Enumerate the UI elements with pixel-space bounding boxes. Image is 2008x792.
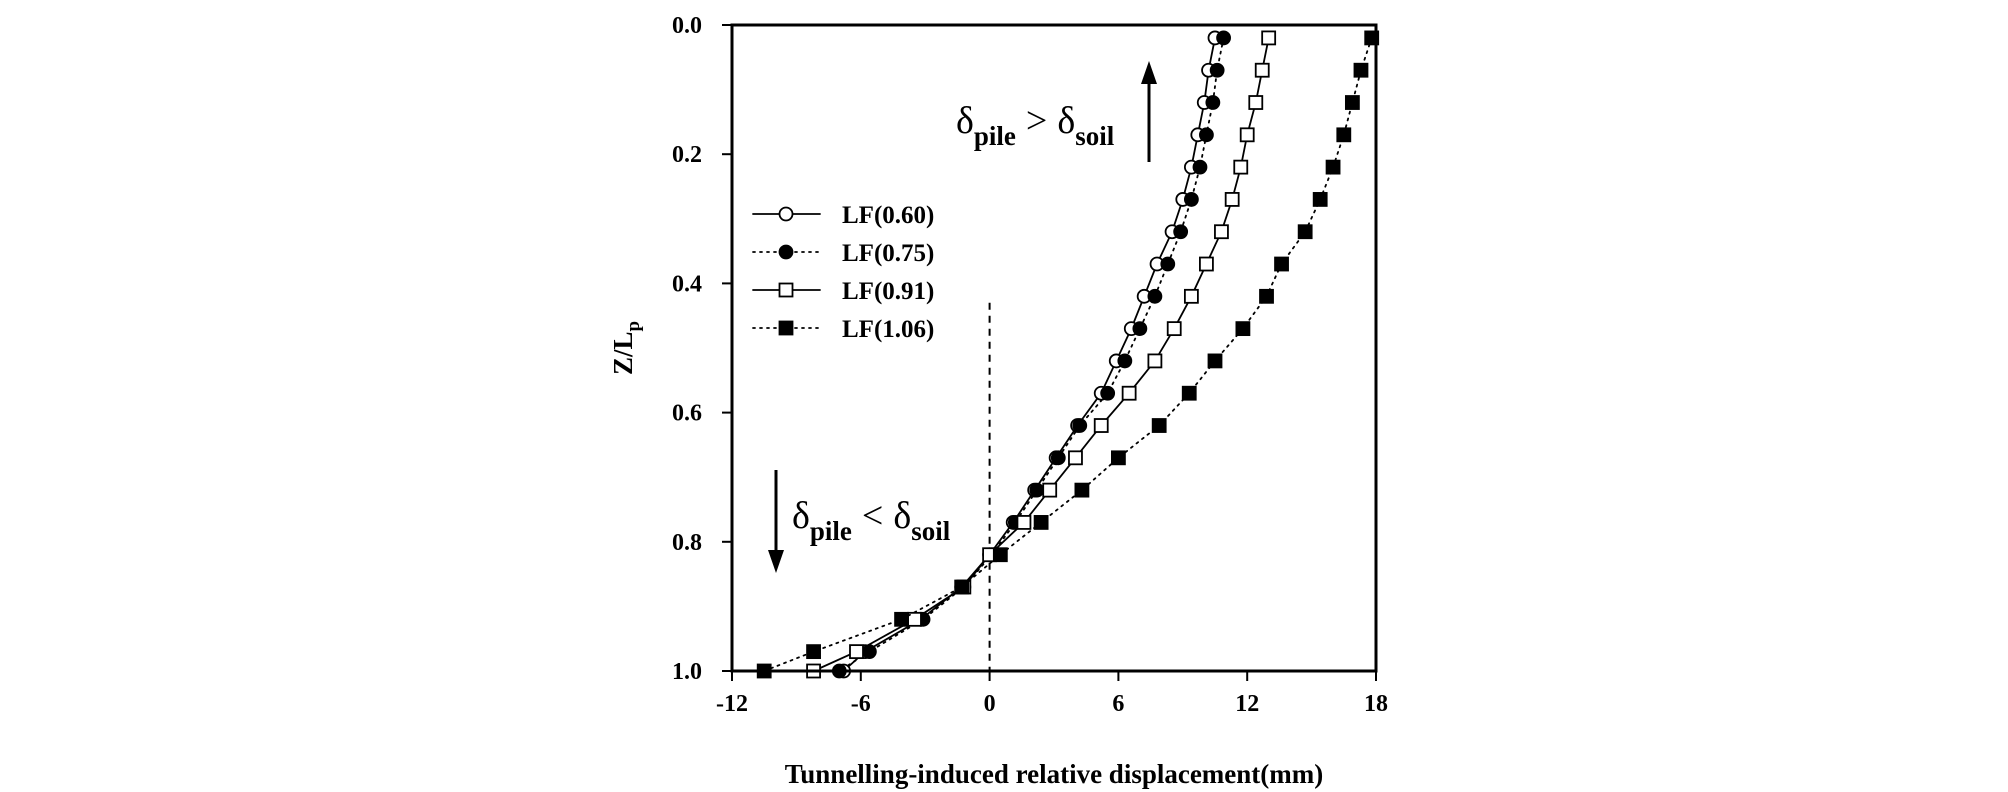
ticks-layer: -12 -6 0 6 12 18 0.0 0.2 0.4 0.6 0.8 1.0	[672, 13, 1388, 717]
data-point-LF(1.06)-4	[1325, 159, 1341, 175]
legend-item-LF(0.91): LF(0.91)	[752, 278, 934, 305]
data-point-LF(0.75)-13	[1050, 450, 1066, 466]
legend-item-LF(0.60): LF(0.60)	[752, 202, 934, 229]
legend-label: LF(0.91)	[842, 278, 934, 305]
y-tick-label: 0.2	[672, 142, 702, 168]
annotation-top-arrowhead	[1141, 61, 1157, 84]
data-point-LF(0.75)-5	[1183, 192, 1199, 207]
data-point-LF(0.91)-7	[1199, 256, 1214, 272]
data-point-LF(0.75)-4	[1192, 159, 1208, 175]
annotation-bottom: δpile < δsoil	[768, 470, 951, 573]
data-point-LF(0.75)-1	[1209, 62, 1225, 78]
data-point-LF(0.91)-9	[1166, 321, 1182, 337]
data-point-LF(1.06)-14	[1074, 482, 1090, 498]
data-point-LF(1.06)-19	[806, 644, 821, 660]
data-point-LF(0.91)-6	[1214, 224, 1229, 240]
data-point-LF(0.91)-0	[1261, 30, 1277, 46]
legend-label: LF(0.75)	[842, 240, 934, 267]
data-point-LF(0.75)-11	[1100, 385, 1116, 401]
data-point-LF(0.75)-8	[1147, 288, 1163, 304]
data-point-LF(1.06)-13	[1111, 450, 1126, 466]
legend-item-LF(1.06): LF(1.06)	[752, 316, 934, 343]
y-tick-label: 0.4	[672, 271, 702, 297]
data-point-LF(0.75)-9	[1132, 321, 1148, 337]
data-point-LF(1.06)-10	[1207, 353, 1223, 369]
legend-item-LF(0.75): LF(0.75)	[752, 240, 934, 267]
data-point-LF(0.91)-2	[1248, 95, 1264, 110]
data-point-LF(0.75)-2	[1205, 95, 1221, 110]
y-tick-label: 0.0	[672, 13, 702, 39]
data-point-LF(0.75)-0	[1216, 30, 1231, 46]
data-point-LF(0.91)-8	[1183, 288, 1199, 304]
data-point-LF(1.06)-3	[1336, 127, 1352, 143]
data-point-LF(1.06)-9	[1235, 321, 1251, 337]
data-point-LF(0.91)-5	[1224, 192, 1240, 207]
legend-label: LF(0.60)	[842, 202, 934, 229]
data-point-LF(0.91)-3	[1239, 127, 1255, 143]
data-point-LF(0.75)-6	[1173, 224, 1189, 240]
data-point-LF(0.75)-10	[1117, 353, 1133, 369]
data-point-LF(1.06)-8	[1259, 288, 1274, 304]
series-LF(1.06)	[756, 30, 1380, 679]
y-axis-title: Z/Lp	[608, 321, 644, 375]
data-point-LF(1.06)-11	[1181, 385, 1197, 401]
data-point-LF(1.06)-12	[1151, 418, 1167, 433]
data-point-LF(0.91)-12	[1093, 418, 1109, 433]
y-axis-title-main: Z/L	[608, 332, 638, 376]
data-point-LF(0.91)-13	[1068, 450, 1083, 466]
legend-marker	[778, 282, 794, 298]
data-point-LF(0.75)-7	[1160, 256, 1176, 272]
annotation-bottom-arrowhead	[768, 550, 784, 573]
data-point-LF(1.06)-7	[1274, 256, 1289, 272]
data-point-LF(1.06)-18	[894, 611, 909, 627]
data-point-LF(0.75)-3	[1199, 127, 1214, 143]
data-point-LF(1.06)-1	[1353, 62, 1369, 78]
data-point-LF(0.91)-10	[1147, 353, 1163, 369]
data-point-LF(1.06)-16	[992, 547, 1008, 563]
data-point-LF(1.06)-17	[954, 579, 970, 595]
legend-marker	[778, 320, 794, 336]
series-LF(0.91)	[806, 30, 1277, 679]
x-tick-label: 0	[984, 691, 996, 717]
annotation-top-text: δpile > δsoil	[956, 100, 1115, 151]
legend: LF(0.60) LF(0.75) LF(0.91) LF(1.06)	[752, 202, 934, 343]
legend-marker	[778, 244, 794, 260]
x-tick-label: -6	[851, 691, 871, 717]
data-point-LF(0.91)-14	[1042, 482, 1058, 498]
data-point-LF(0.91)-4	[1233, 159, 1249, 175]
annotation-top: δpile > δsoil	[956, 61, 1157, 162]
data-point-LF(0.91)-15	[1016, 515, 1032, 530]
x-tick-label: -12	[716, 691, 748, 717]
annotation-bottom-text: δpile < δsoil	[792, 495, 951, 546]
legend-marker	[778, 206, 794, 222]
y-tick-label: 0.6	[672, 401, 702, 427]
y-tick-label: 1.0	[672, 659, 702, 685]
data-point-LF(0.91)-19	[849, 644, 864, 660]
x-tick-label: 12	[1235, 691, 1259, 717]
x-tick-label: 18	[1364, 691, 1388, 717]
data-point-LF(0.91)-11	[1121, 385, 1137, 401]
y-tick-label: 0.8	[672, 530, 702, 556]
x-axis-title: Tunnelling-induced relative displacement…	[785, 759, 1324, 789]
data-point-LF(1.06)-15	[1033, 515, 1049, 530]
plot-frame	[730, 23, 1378, 673]
legend-label: LF(1.06)	[842, 316, 934, 343]
data-point-LF(0.75)-14	[1029, 482, 1045, 498]
data-point-LF(0.75)-12	[1072, 418, 1088, 433]
series-layer	[756, 30, 1380, 679]
x-tick-label: 6	[1112, 691, 1124, 717]
data-point-LF(0.91)-1	[1254, 62, 1270, 78]
data-point-LF(1.06)-5	[1312, 192, 1328, 207]
data-point-LF(1.06)-6	[1297, 224, 1313, 240]
y-axis-title-sub: p	[623, 321, 644, 332]
data-point-LF(1.06)-2	[1344, 95, 1360, 110]
